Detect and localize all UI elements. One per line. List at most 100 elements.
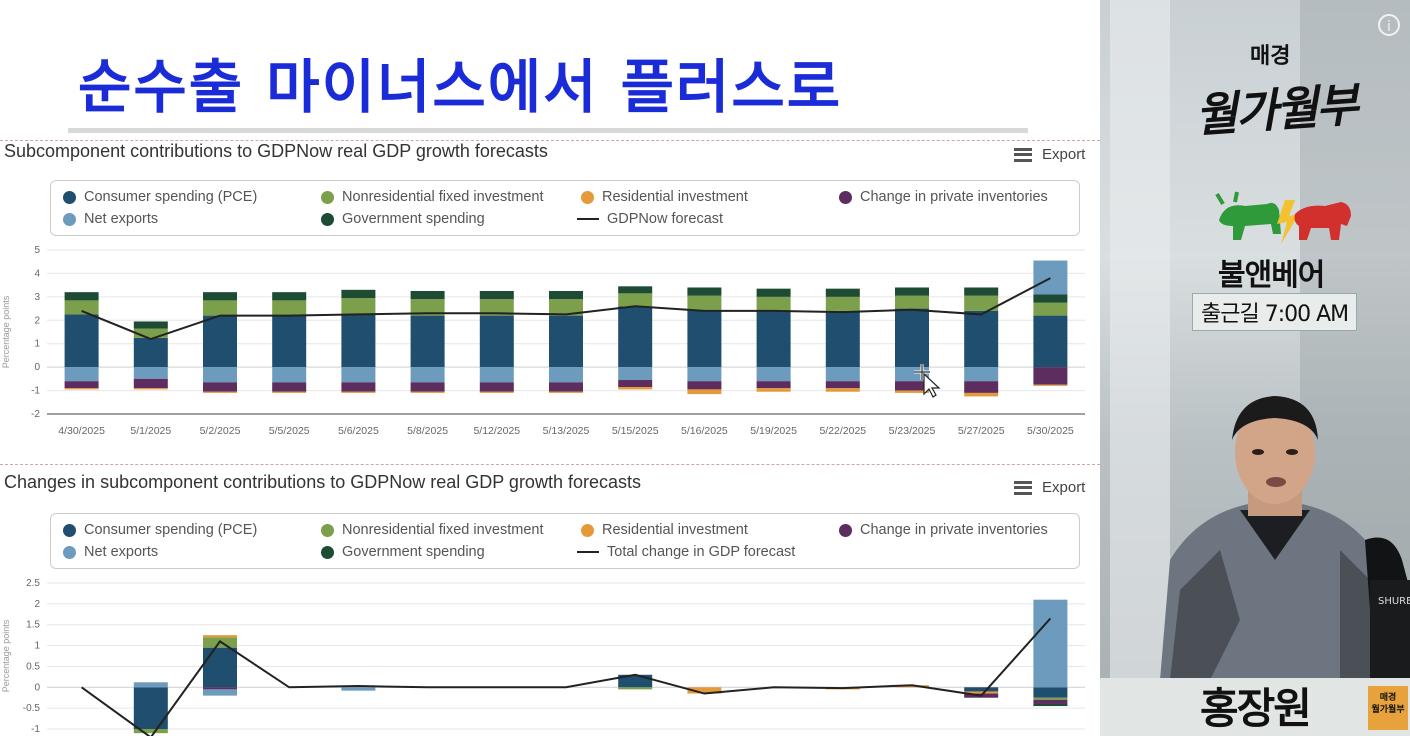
- bar-segment-netexports[interactable]: [1033, 260, 1068, 295]
- bar-segment-pce[interactable]: [549, 315, 583, 368]
- bar-segment-residential[interactable]: [203, 391, 237, 393]
- legend-item-government[interactable]: Government spending: [321, 544, 485, 560]
- bar-segment-inventories[interactable]: [272, 382, 307, 392]
- bar-segment-nonres[interactable]: [895, 295, 929, 309]
- bar-segment-residential[interactable]: [618, 387, 653, 390]
- bar-segment-government[interactable]: [1033, 703, 1068, 707]
- bar-segment-pce[interactable]: [64, 314, 99, 368]
- bar-segment-netexports[interactable]: [756, 367, 791, 382]
- bar-segment-pce[interactable]: [133, 337, 168, 368]
- bar-segment-netexports[interactable]: [618, 367, 653, 381]
- legend-item-pce[interactable]: Consumer spending (PCE): [63, 189, 257, 205]
- bar-segment-government[interactable]: [410, 291, 445, 300]
- bar-segment-residential[interactable]: [825, 388, 860, 392]
- bar-segment-inventories[interactable]: [618, 380, 653, 388]
- bar-segment-netexports[interactable]: [64, 367, 99, 382]
- legend-item-government[interactable]: Government spending: [321, 211, 485, 227]
- bar-segment-netexports[interactable]: [479, 367, 514, 383]
- bar-segment-inventories[interactable]: [1033, 699, 1068, 704]
- bar-segment-government[interactable]: [203, 292, 237, 301]
- bar-segment-pce[interactable]: [756, 310, 791, 368]
- bar-segment-nonres[interactable]: [825, 296, 860, 311]
- bar-segment-nonres[interactable]: [1033, 697, 1068, 700]
- bar-segment-pce[interactable]: [203, 315, 237, 368]
- bar-segment-netexports[interactable]: [1033, 599, 1068, 688]
- legend-item-netexports[interactable]: Net exports: [63, 544, 158, 560]
- bar-segment-netexports[interactable]: [341, 367, 376, 383]
- bar-segment-residential[interactable]: [549, 391, 583, 393]
- bar-segment-residential[interactable]: [895, 390, 929, 393]
- bar-segment-nonres[interactable]: [479, 299, 514, 316]
- bar-segment-nonres[interactable]: [133, 328, 168, 338]
- bar-segment-inventories[interactable]: [964, 381, 999, 393]
- bar-segment-inventories[interactable]: [203, 687, 237, 690]
- bar-segment-netexports[interactable]: [964, 367, 999, 382]
- bar-segment-residential[interactable]: [341, 391, 376, 393]
- bar-segment-government[interactable]: [756, 288, 791, 297]
- bar-segment-inventories[interactable]: [479, 382, 514, 392]
- bar-segment-pce[interactable]: [410, 315, 445, 368]
- legend-item-nonres[interactable]: Nonresidential fixed investment: [321, 522, 544, 538]
- chart2-export-button[interactable]: Export: [1014, 479, 1085, 496]
- bar-segment-pce[interactable]: [618, 306, 653, 368]
- bar-segment-government[interactable]: [64, 292, 99, 301]
- bar-segment-residential[interactable]: [1033, 384, 1068, 386]
- bar-segment-government[interactable]: [1033, 294, 1068, 303]
- bar-segment-netexports[interactable]: [272, 367, 307, 383]
- bar-segment-netexports[interactable]: [133, 682, 168, 688]
- bar-segment-nonres[interactable]: [756, 296, 791, 311]
- bar-segment-inventories[interactable]: [410, 382, 445, 392]
- legend-item-inventories[interactable]: Change in private inventories: [839, 189, 1048, 205]
- legend-item-residential[interactable]: Residential investment: [581, 522, 748, 538]
- bar-segment-nonres[interactable]: [64, 300, 99, 315]
- bar-segment-residential[interactable]: [687, 389, 722, 395]
- bar-segment-government[interactable]: [895, 287, 929, 296]
- bar-segment-inventories[interactable]: [64, 381, 99, 389]
- bar-segment-residential[interactable]: [964, 691, 999, 694]
- bar-segment-nonres[interactable]: [964, 295, 999, 311]
- bar-segment-government[interactable]: [549, 291, 583, 300]
- bar-segment-netexports[interactable]: [549, 367, 583, 383]
- legend-item-inventories[interactable]: Change in private inventories: [839, 522, 1048, 538]
- bar-segment-residential[interactable]: [272, 391, 307, 393]
- bar-segment-residential[interactable]: [964, 392, 999, 397]
- bar-segment-inventories[interactable]: [133, 378, 168, 389]
- forecast-line[interactable]: [81, 277, 1051, 341]
- bar-segment-residential[interactable]: [687, 687, 722, 694]
- bar-segment-pce[interactable]: [825, 310, 860, 368]
- bar-segment-netexports[interactable]: [203, 689, 237, 696]
- bar-segment-pce[interactable]: [272, 315, 307, 368]
- bar-segment-nonres[interactable]: [410, 299, 445, 316]
- bar-segment-inventories[interactable]: [687, 381, 722, 390]
- bar-segment-netexports[interactable]: [341, 687, 376, 691]
- bar-segment-residential[interactable]: [410, 391, 445, 393]
- bar-segment-pce[interactable]: [1033, 687, 1068, 698]
- bar-segment-nonres[interactable]: [1033, 302, 1068, 316]
- bar-segment-netexports[interactable]: [133, 367, 168, 379]
- bar-segment-residential[interactable]: [479, 391, 514, 393]
- bar-segment-government[interactable]: [964, 287, 999, 296]
- chart1-export-button[interactable]: Export: [1014, 146, 1085, 163]
- bar-segment-inventories[interactable]: [756, 381, 791, 389]
- bar-segment-netexports[interactable]: [410, 367, 445, 383]
- bar-segment-government[interactable]: [341, 289, 376, 299]
- bar-segment-nonres[interactable]: [272, 300, 307, 316]
- bar-segment-residential[interactable]: [756, 388, 791, 392]
- bar-segment-pce[interactable]: [964, 310, 999, 368]
- bar-segment-pce[interactable]: [964, 687, 999, 692]
- bar-segment-pce[interactable]: [1033, 315, 1068, 368]
- forecast-line[interactable]: [81, 617, 1052, 736]
- bar-segment-pce[interactable]: [341, 314, 376, 368]
- bar-segment-inventories[interactable]: [1033, 367, 1068, 385]
- bar-segment-nonres[interactable]: [687, 295, 722, 310]
- bar-segment-pce[interactable]: [687, 309, 722, 368]
- bar-segment-nonres[interactable]: [341, 298, 376, 315]
- bar-segment-nonres[interactable]: [618, 687, 653, 690]
- bar-segment-government[interactable]: [133, 321, 168, 329]
- bar-segment-inventories[interactable]: [203, 382, 237, 392]
- legend-item-total-change-line[interactable]: Total change in GDP forecast: [577, 544, 795, 560]
- bar-segment-netexports[interactable]: [687, 367, 722, 382]
- bar-segment-inventories[interactable]: [549, 382, 583, 392]
- info-icon[interactable]: i: [1378, 14, 1400, 36]
- bar-segment-netexports[interactable]: [825, 367, 860, 382]
